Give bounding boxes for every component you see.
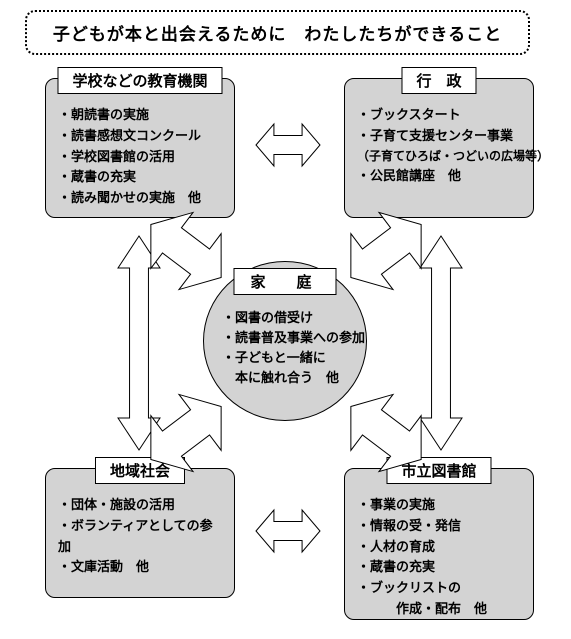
list-item: 公民館講座 他: [357, 166, 521, 187]
node-education: 学校などの教育機関 朝読書の実施読書感想文コンクール学校図書館の活用蔵書の充実読…: [45, 78, 235, 218]
list-item: 読み聞かせの実施 他: [58, 188, 222, 209]
center-label: 家 庭: [233, 268, 336, 295]
title-box: 子どもが本と出会えるために わたしたちができること: [25, 10, 530, 55]
list-item: 子どもと一緒に: [222, 348, 365, 368]
double-arrow-icon: [256, 124, 320, 166]
list-item: ボランティアとしての参加: [58, 516, 222, 558]
center-list: 図書の借受け読書普及事業への参加子どもと一緒に本に触れ合う 他: [222, 308, 365, 389]
list-item: 文庫活動 他: [58, 557, 222, 578]
list-item: 図書の借受け: [222, 308, 365, 328]
node-library-list: 事業の実施情報の受・発信人材の育成蔵書の充実ブックリストの作成・配布 他: [357, 495, 521, 620]
node-education-list: 朝読書の実施読書感想文コンクール学校図書館の活用蔵書の充実読み聞かせの実施 他: [58, 105, 222, 209]
list-item: 人材の育成: [357, 537, 521, 558]
list-item: 作成・配布 他: [357, 599, 521, 620]
list-item: 蔵書の充実: [357, 557, 521, 578]
arrow-top: [256, 124, 320, 166]
list-item: 子育て支援センター事業: [357, 126, 521, 147]
node-community: 地域社会 団体・施設の活用ボランティアとしての参加文庫活動 他: [45, 468, 235, 598]
node-government-list: ブックスタート子育て支援センター事業（子育てひろば・つどいの広場等）公民館講座 …: [357, 105, 521, 187]
list-item: ブックスタート: [357, 105, 521, 126]
node-government-label: 行 政: [401, 67, 476, 94]
double-arrow-icon: [256, 510, 320, 552]
list-item: 団体・施設の活用: [58, 495, 222, 516]
arrow-right: [420, 236, 462, 450]
node-education-label: 学校などの教育機関: [57, 67, 222, 94]
list-item: 朝読書の実施: [58, 105, 222, 126]
list-item: 蔵書の充実: [58, 167, 222, 188]
list-item: 学校図書館の活用: [58, 147, 222, 168]
list-item: 事業の実施: [357, 495, 521, 516]
list-item: （子育てひろば・つどいの広場等）: [357, 147, 521, 166]
list-item: 読書普及事業への参加: [222, 328, 365, 348]
list-item: 本に触れ合う 他: [222, 368, 365, 388]
list-item: ブックリストの: [357, 578, 521, 599]
double-arrow-icon: [420, 236, 462, 450]
center-node: 家 庭 図書の借受け読書普及事業への参加子どもと一緒に本に触れ合う 他: [203, 261, 367, 421]
list-item: 情報の受・発信: [357, 516, 521, 537]
title-text: 子どもが本と出会えるために わたしたちができること: [53, 25, 502, 44]
node-government: 行 政 ブックスタート子育て支援センター事業（子育てひろば・つどいの広場等）公民…: [344, 78, 534, 218]
arrow-bottom: [256, 510, 320, 552]
node-library: 市立図書館 事業の実施情報の受・発信人材の育成蔵書の充実ブックリストの作成・配布…: [344, 468, 534, 620]
list-item: 読書感想文コンクール: [58, 126, 222, 147]
node-community-list: 団体・施設の活用ボランティアとしての参加文庫活動 他: [58, 495, 222, 578]
